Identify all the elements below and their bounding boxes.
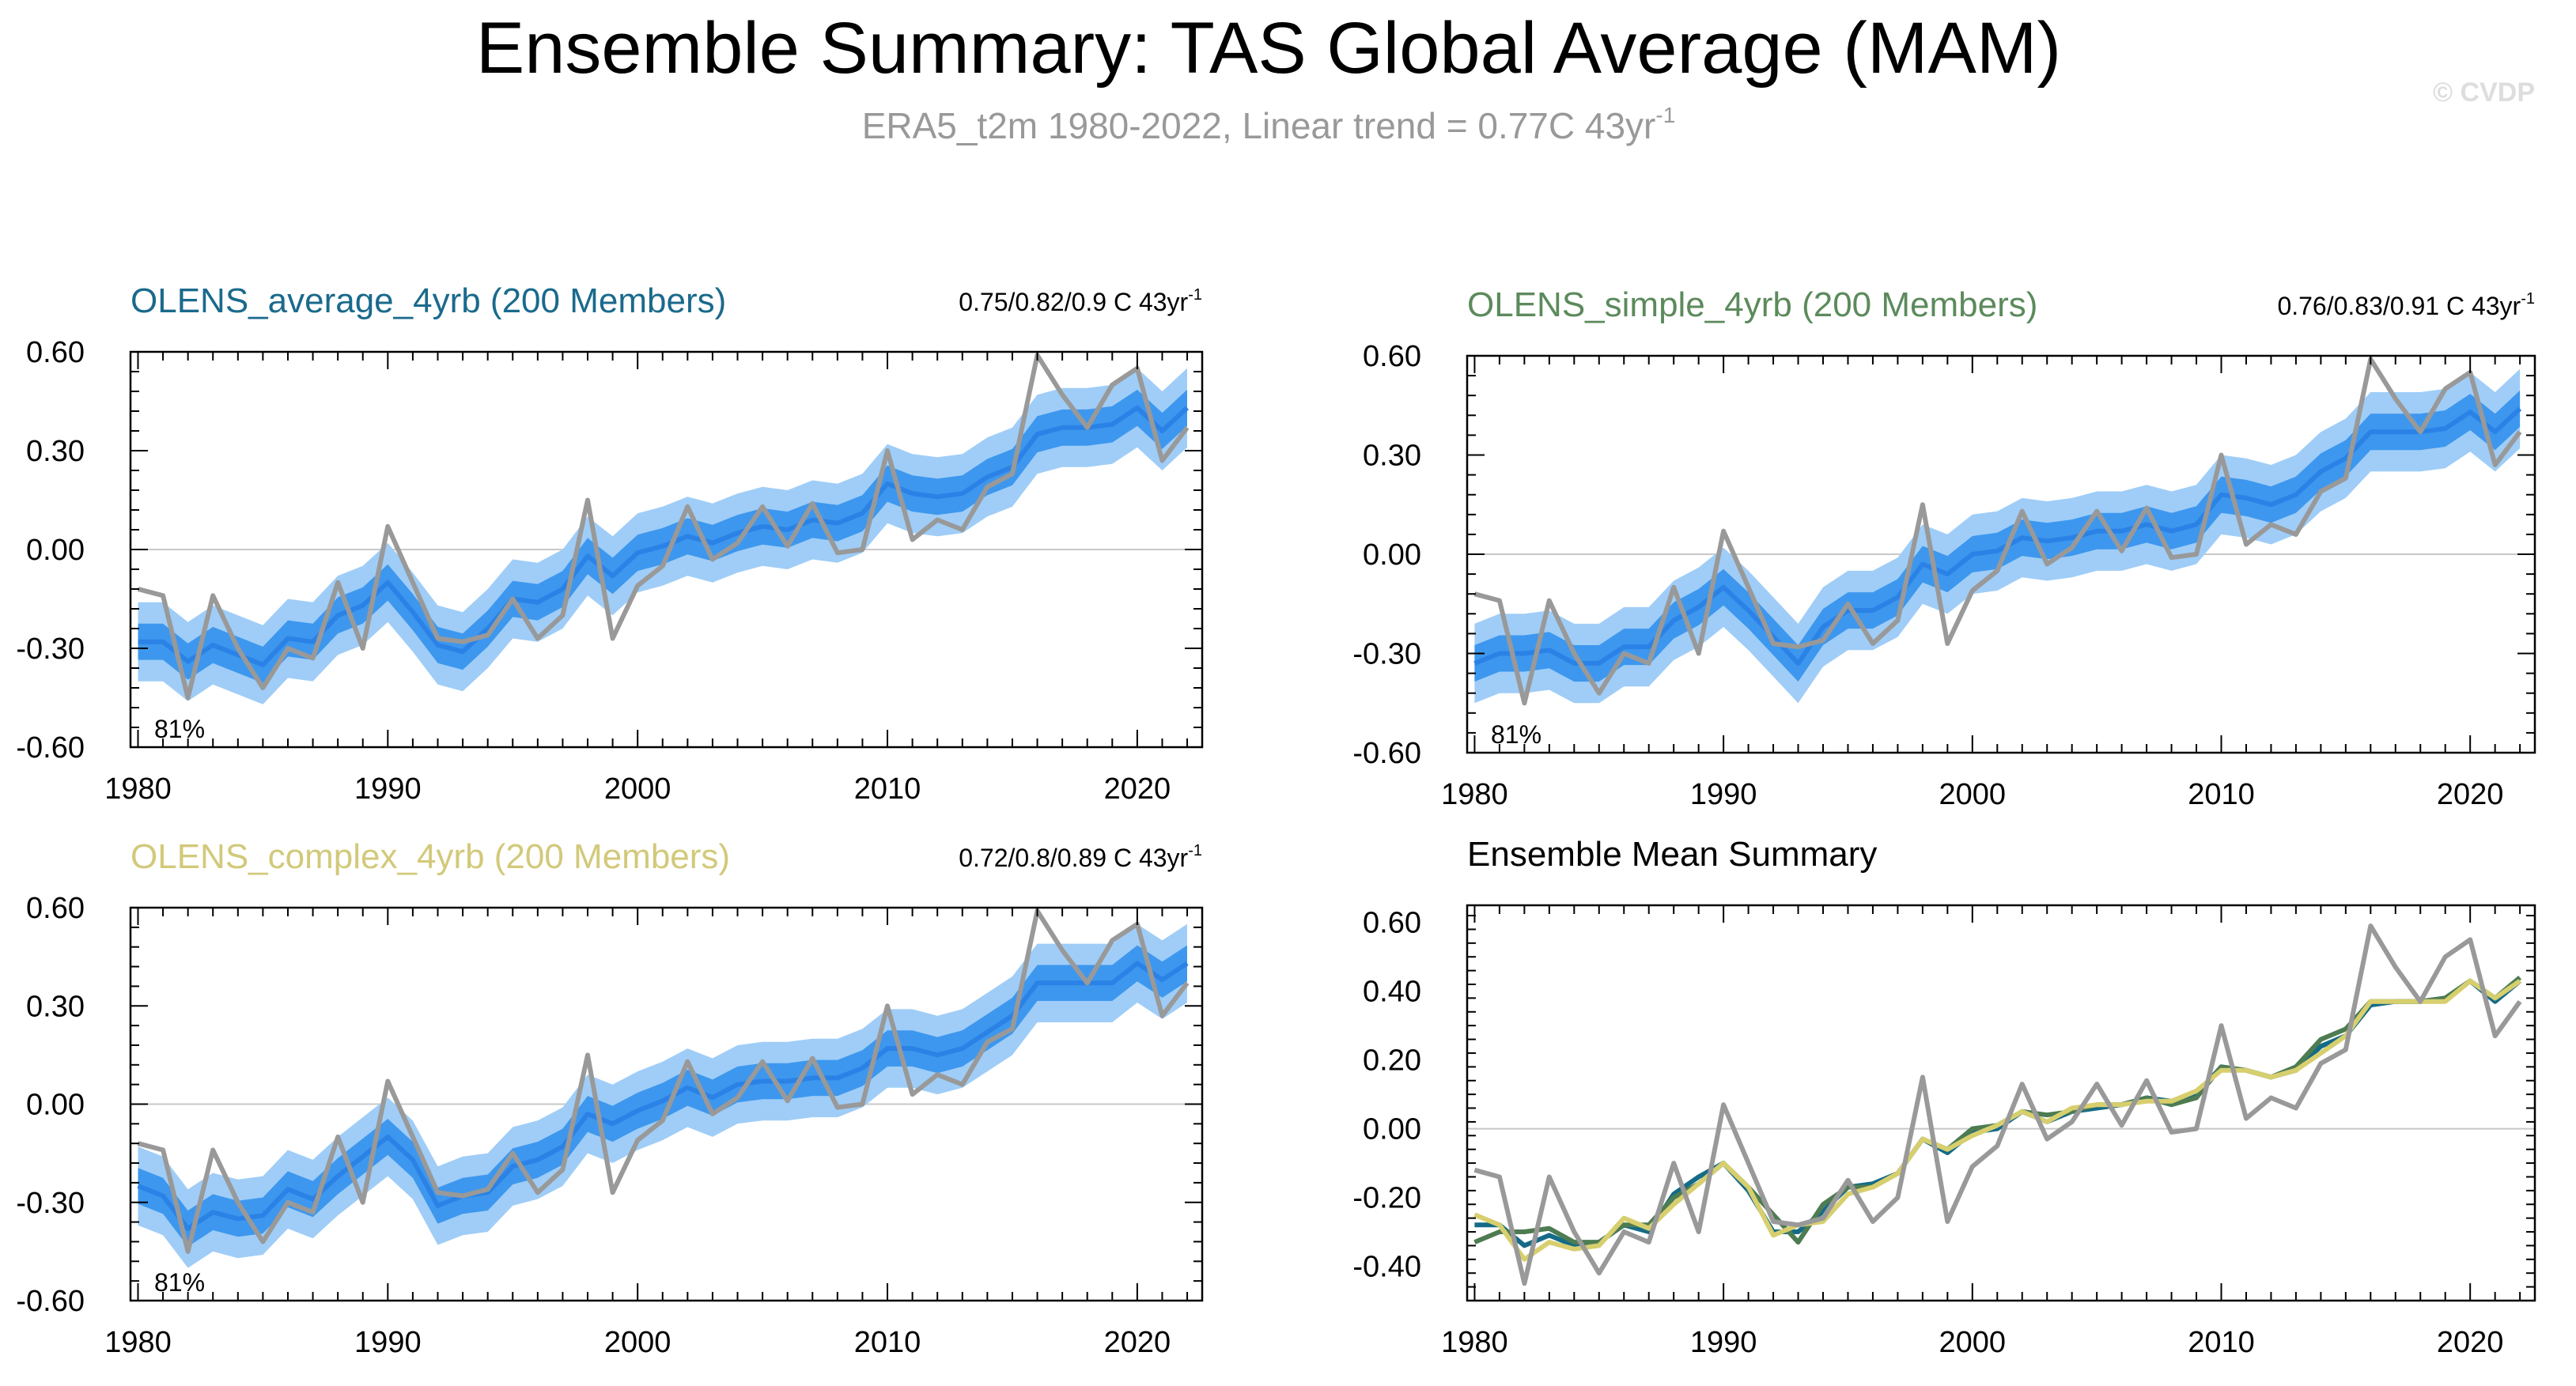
y-tick-label: 0.30 [26, 990, 85, 1023]
trend-label-sup: -1 [1188, 842, 1202, 859]
x-tick-label: 2010 [2188, 1326, 2255, 1359]
series-line-complex [1473, 978, 2521, 1262]
x-tick-label: 1980 [1441, 1326, 1508, 1359]
x-tick-label: 2020 [2437, 778, 2504, 811]
y-tick-label: 0.00 [26, 534, 85, 567]
percent-label: 81% [154, 715, 205, 743]
ensemble-spread-inner [138, 945, 1187, 1247]
observation-line [137, 908, 1190, 1254]
figure-subtitle: ERA5_t2m 1980-2022, Linear trend = 0.77C… [862, 103, 1676, 146]
ensemble-mean-line [137, 961, 1189, 1231]
y-tick-label: -0.60 [1352, 737, 1421, 770]
y-tick-label: 0.60 [26, 892, 85, 925]
ensemble-mean-line [1473, 406, 2522, 666]
x-tick-label: 1990 [354, 1326, 422, 1359]
y-tick-label: 0.40 [1363, 976, 1421, 1009]
x-tick-label: 2020 [1104, 1326, 1171, 1359]
plot-frame [1466, 904, 2536, 1302]
ensemble-spread-inner [138, 389, 1187, 683]
trend-label: 0.72/0.8/0.89 C 43yr-1 [959, 842, 1202, 872]
x-tick-label: 1980 [104, 772, 172, 806]
y-tick-label: 0.20 [1363, 1044, 1421, 1078]
x-tick-label: 1980 [104, 1326, 172, 1359]
series-line-obs [1473, 923, 2522, 1286]
y-tick-label: -0.60 [16, 731, 85, 765]
series-line-average [1474, 978, 2522, 1248]
observation-line [1473, 357, 2522, 706]
x-tick-label: 2000 [1939, 778, 2007, 811]
ensemble-spread-inner [1474, 390, 2521, 682]
figure-subtitle-main: ERA5_t2m 1980-2022, Linear trend = 0.77C… [862, 105, 1656, 146]
figure-title: Ensemble Summary: TAS Global Average (MA… [476, 8, 2061, 89]
y-tick-label: -0.30 [16, 1187, 85, 1220]
y-tick-label: 0.60 [1363, 907, 1421, 940]
figure-subtitle-sup: -1 [1655, 103, 1675, 127]
y-tick-label: 0.30 [1363, 440, 1421, 473]
x-tick-label: 2010 [2188, 778, 2255, 811]
cvdp-watermark: © CVDP [2433, 77, 2535, 108]
trend-label: 0.75/0.82/0.9 C 43yr-1 [959, 286, 1202, 316]
x-tick-label: 1980 [1441, 778, 1508, 811]
y-tick-label: -0.60 [16, 1285, 85, 1318]
observation-line [137, 353, 1190, 701]
trend-label-main: 0.76/0.83/0.91 C 43yr [2277, 292, 2521, 320]
panel-title: OLENS_average_4yrb (200 Members) [131, 281, 726, 320]
percent-label: 81% [1491, 720, 1541, 749]
x-tick-label: 1990 [1690, 778, 1757, 811]
y-tick-label: -0.30 [16, 633, 85, 666]
panel-2: OLENS_simple_4yrb (200 Members) 0.76/0.83… [1352, 285, 2536, 811]
y-tick-label: -0.30 [1352, 638, 1421, 671]
y-tick-label: 0.30 [26, 435, 85, 468]
x-tick-label: 2010 [854, 1326, 921, 1359]
panel-4: Ensemble Mean Summary 1980 1990 2000 2010 202… [1352, 835, 2536, 1359]
panels-group: OLENS_average_4yrb (200 Members) 0.75/0.8… [16, 281, 2536, 1359]
y-tick-label: -0.20 [1352, 1182, 1421, 1215]
trend-label-sup: -1 [2521, 290, 2535, 308]
x-tick-label: 2020 [1104, 772, 1171, 806]
x-tick-label: 1990 [1690, 1326, 1757, 1359]
panel-title: OLENS_complex_4yrb (200 Members) [131, 837, 730, 876]
panel-title: OLENS_simple_4yrb (200 Members) [1467, 285, 2037, 324]
x-tick-label: 2000 [604, 772, 671, 806]
trend-label: 0.76/0.83/0.91 C 43yr-1 [2277, 290, 2535, 320]
trend-label-main: 0.72/0.8/0.89 C 43yr [959, 844, 1188, 872]
y-tick-label: 0.00 [1363, 1113, 1421, 1146]
panel-title: Ensemble Mean Summary [1467, 835, 1877, 874]
y-tick-label: 0.60 [26, 336, 85, 369]
panel-3: OLENS_complex_4yrb (200 Members) 0.72/0.8… [16, 837, 1204, 1359]
x-tick-label: 1990 [354, 772, 422, 806]
y-tick-label: 0.60 [1363, 340, 1421, 373]
trend-label-sup: -1 [1188, 286, 1202, 304]
panel-1: OLENS_average_4yrb (200 Members) 0.75/0.8… [16, 281, 1204, 806]
x-tick-label: 2000 [604, 1326, 671, 1359]
x-tick-label: 2000 [1939, 1326, 2007, 1359]
x-tick-label: 2010 [854, 772, 921, 806]
x-tick-label: 2020 [2437, 1326, 2504, 1359]
trend-label-main: 0.75/0.82/0.9 C 43yr [959, 288, 1188, 316]
y-tick-label: 0.00 [26, 1089, 85, 1122]
percent-label: 81% [154, 1268, 205, 1297]
y-tick-label: 0.00 [1363, 538, 1421, 572]
y-tick-label: -0.40 [1352, 1251, 1421, 1284]
